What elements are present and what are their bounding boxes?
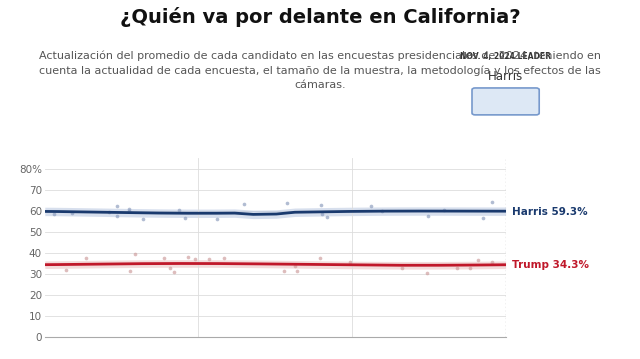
Point — [125, 268, 135, 274]
Point — [159, 255, 169, 261]
Point — [316, 202, 326, 208]
Point — [124, 206, 134, 212]
Point — [204, 256, 214, 262]
Text: NOV. 4, 2024 LEADER: NOV. 4, 2024 LEADER — [460, 52, 551, 61]
Text: ¿Quién va por delante en California?: ¿Quién va por delante en California? — [120, 7, 520, 27]
Point — [366, 204, 376, 209]
Point — [478, 215, 488, 221]
Point — [138, 216, 148, 222]
Point — [397, 265, 407, 271]
Point — [169, 269, 179, 275]
Point — [219, 255, 229, 261]
Point — [130, 252, 140, 257]
Point — [124, 208, 134, 214]
Text: Harris 59.3%: Harris 59.3% — [512, 207, 588, 217]
Point — [292, 268, 302, 274]
Point — [486, 199, 497, 205]
Point — [81, 255, 91, 261]
Point — [49, 211, 60, 216]
Point — [472, 257, 483, 263]
Point — [67, 210, 77, 215]
Point — [423, 213, 433, 219]
Text: Harris: Harris — [488, 70, 524, 83]
Point — [290, 264, 300, 269]
Point — [189, 256, 200, 262]
Point — [239, 201, 249, 207]
Point — [315, 255, 325, 260]
Point — [212, 216, 223, 222]
Point — [183, 255, 193, 260]
Text: Actualización del promedio de cada candidato en las encuestas presidenciales de : Actualización del promedio de cada candi… — [39, 50, 601, 89]
Point — [282, 200, 292, 206]
Point — [104, 209, 114, 214]
Point — [111, 203, 122, 209]
Point — [174, 207, 184, 213]
Point — [111, 213, 122, 219]
Point — [164, 266, 175, 271]
Point — [279, 269, 289, 274]
Point — [61, 267, 71, 273]
Point — [180, 215, 190, 220]
Point — [322, 214, 332, 220]
Point — [486, 259, 497, 265]
Point — [452, 265, 462, 271]
Point — [377, 208, 387, 214]
Text: Trump 34.3%: Trump 34.3% — [512, 260, 589, 270]
Point — [317, 211, 327, 216]
Point — [345, 259, 355, 265]
Point — [465, 265, 475, 271]
Point — [422, 270, 432, 275]
Text: +25.0: +25.0 — [484, 95, 527, 108]
Point — [439, 207, 449, 213]
